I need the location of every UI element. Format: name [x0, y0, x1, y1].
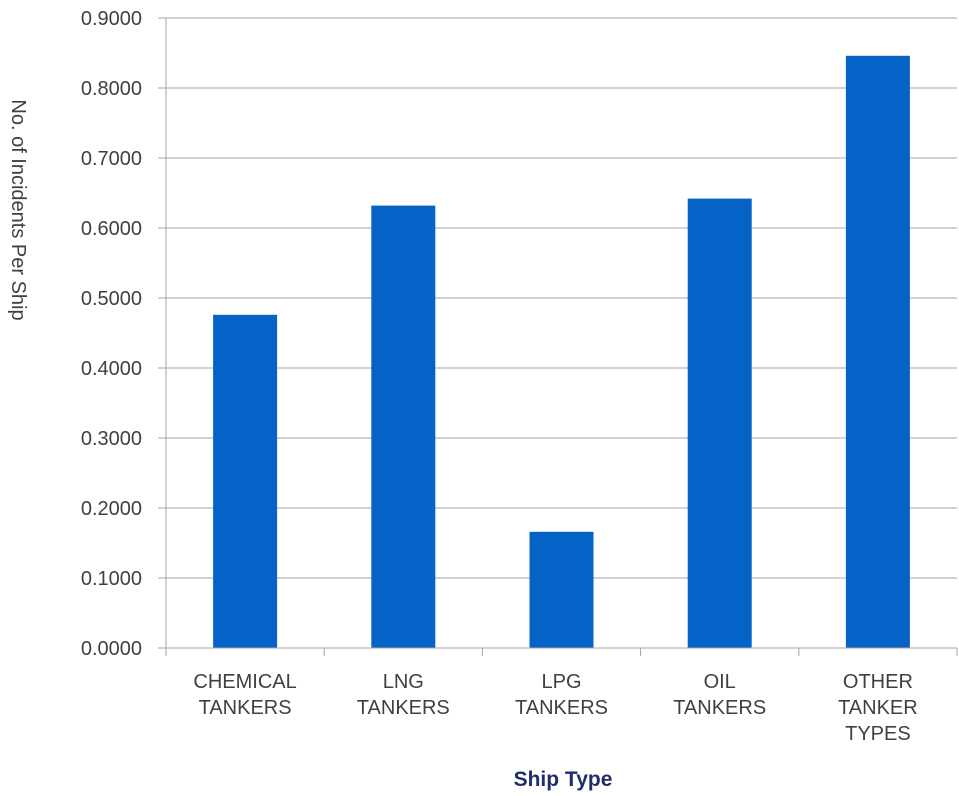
y-axis-ticks: 0.0000 0.1000 0.2000 0.3000 0.4000 0.5000 0.60…	[81, 8, 142, 660]
x-category-label-line: LPG	[541, 671, 581, 693]
x-category-label-line: TANKERS	[515, 697, 608, 719]
gridlines	[158, 17, 957, 649]
y-tick-label: 0.0000	[81, 638, 142, 660]
y-tick-label: 0.1000	[81, 568, 142, 590]
x-category-label-line: TANKER	[838, 697, 918, 719]
x-category-label-line: TYPES	[845, 723, 911, 745]
x-category-label: OIL TANKERS	[673, 671, 766, 719]
y-tick-label: 0.6000	[81, 218, 142, 240]
x-category-label: LPG TANKERS	[515, 671, 608, 719]
y-tick-label: 0.9000	[81, 8, 142, 30]
bars	[213, 55, 910, 649]
x-category-label-line: CHEMICAL	[193, 671, 296, 693]
x-category-label: OTHER TANKER TYPES	[838, 671, 918, 745]
bar	[213, 314, 278, 648]
x-axis-categories: CHEMICAL TANKERS LNG TANKERS LPG TANKERS OIL TA…	[193, 671, 917, 745]
bar	[529, 531, 594, 648]
x-category-label-line: LNG	[383, 671, 424, 693]
y-tick-label: 0.7000	[81, 148, 142, 170]
x-category-label-line: TANKERS	[199, 697, 292, 719]
x-category-label: CHEMICAL TANKERS	[193, 671, 296, 719]
y-tick-label: 0.8000	[81, 78, 142, 100]
x-category-label-line: TANKERS	[357, 697, 450, 719]
x-category-label-line: TANKERS	[673, 697, 766, 719]
y-tick-label: 0.5000	[81, 288, 142, 310]
y-axis-title: No. of Incidents Per Ship	[7, 99, 29, 320]
x-category-label-line: OIL	[704, 671, 736, 693]
x-category-label-line: OTHER	[843, 671, 913, 693]
y-tick-label: 0.2000	[81, 498, 142, 520]
x-category-label: LNG TANKERS	[357, 671, 450, 719]
bar	[845, 55, 910, 649]
x-axis-title: Ship Type	[514, 768, 613, 791]
y-tick-label: 0.3000	[81, 428, 142, 450]
bar	[687, 198, 752, 648]
bar	[371, 205, 436, 648]
y-tick-label: 0.4000	[81, 358, 142, 380]
x-axis	[165, 18, 958, 656]
